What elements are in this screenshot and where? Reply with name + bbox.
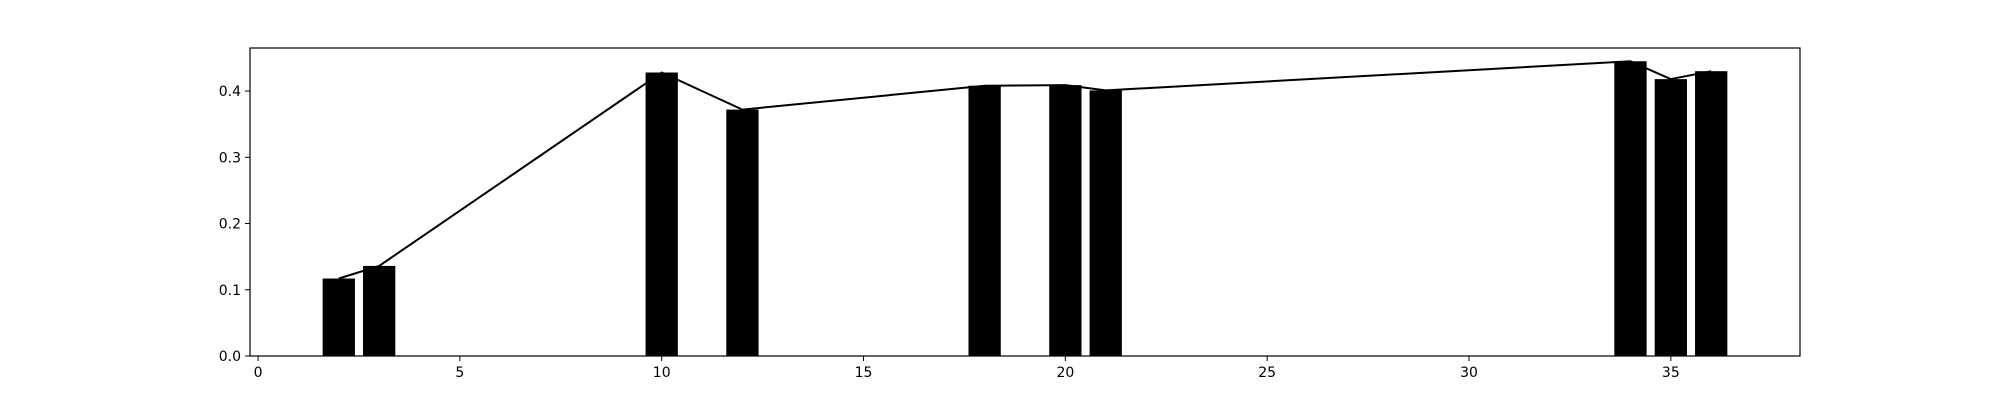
y-tick-label: 0.2 (219, 217, 241, 233)
y-tick-label: 0.3 (219, 150, 241, 166)
x-tick-label: 0 (254, 365, 263, 381)
bar (1695, 71, 1728, 356)
y-axis: 0.0 0.1 0.2 0.3 0.4 (219, 84, 250, 365)
plot-frame (249, 47, 1801, 357)
bar-series (322, 61, 1728, 357)
bar (1049, 85, 1082, 357)
x-tick-label: 20 (1056, 365, 1074, 381)
x-tick-label: 35 (1662, 365, 1680, 381)
y-tick-label: 0.4 (219, 84, 241, 100)
bar (363, 265, 396, 356)
y-tick-label: 0.0 (219, 349, 241, 365)
x-tick-label: 15 (855, 365, 873, 381)
x-tick-label: 30 (1460, 365, 1478, 381)
bar (1654, 79, 1687, 357)
x-axis: 0 5 10 15 20 25 30 35 (254, 356, 1680, 381)
x-tick-label: 25 (1258, 365, 1276, 381)
bar (322, 278, 355, 356)
bar (1614, 61, 1647, 356)
bar (968, 85, 1001, 357)
x-tick-label: 5 (455, 365, 464, 381)
x-tick-label: 10 (653, 365, 671, 381)
bar (726, 109, 759, 356)
y-tick-label: 0.1 (219, 283, 241, 299)
bar (645, 72, 678, 356)
bar (1089, 90, 1122, 357)
line-series (338, 60, 1712, 280)
